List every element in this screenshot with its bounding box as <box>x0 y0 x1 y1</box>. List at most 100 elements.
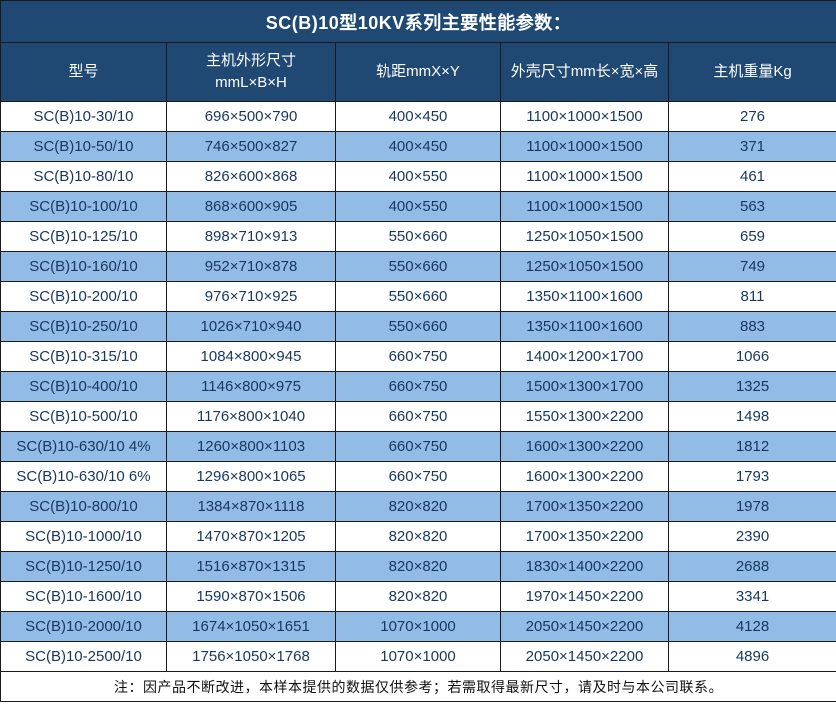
table-cell: 1978 <box>668 491 836 522</box>
table-cell: 1250×1050×1500 <box>500 251 669 282</box>
table-row: SC(B)10-315/10 1084×800×945 660×750 1400×12… <box>0 341 836 372</box>
table-row: SC(B)10-500/10 1176×800×1040 660×750 1550×1… <box>0 401 836 432</box>
table-row: SC(B)10-400/10 1146×800×975 660×750 1500×13… <box>0 371 836 402</box>
table-cell: SC(B)10-50/10 <box>0 131 167 162</box>
table-cell: 1400×1200×1700 <box>500 341 669 372</box>
table-cell: SC(B)10-1000/10 <box>0 521 167 552</box>
table-cell: 1793 <box>668 461 836 492</box>
table-cell: 660×750 <box>335 371 501 402</box>
page-title: SC(B)10型10KV系列主要性能参数： <box>0 0 836 43</box>
title-row: SC(B)10型10KV系列主要性能参数： <box>0 0 836 43</box>
table-cell: 1066 <box>668 341 836 372</box>
table-row: SC(B)10-50/10 746×500×827 400×450 1100×1000… <box>0 131 836 162</box>
table-cell: 2050×1450×2200 <box>500 611 669 642</box>
table-cell: 4896 <box>668 641 836 672</box>
table-cell: 952×710×878 <box>166 251 336 282</box>
table-cell: SC(B)10-1600/10 <box>0 581 167 612</box>
table-cell: 550×660 <box>335 221 501 252</box>
table-cell: 276 <box>668 101 836 132</box>
table-cell: 1590×870×1506 <box>166 581 336 612</box>
table-row: SC(B)10-1600/10 1590×870×1506 820×820 1970×… <box>0 581 836 612</box>
table-cell: SC(B)10-500/10 <box>0 401 167 432</box>
table-cell: 1350×1100×1600 <box>500 281 669 312</box>
table-cell: 1296×800×1065 <box>166 461 336 492</box>
table-cell: 4128 <box>668 611 836 642</box>
table-cell: 820×820 <box>335 521 501 552</box>
table-cell: 550×660 <box>335 281 501 312</box>
table-cell: 696×500×790 <box>166 101 336 132</box>
table-cell: SC(B)10-400/10 <box>0 371 167 402</box>
table-cell: 461 <box>668 161 836 192</box>
table-cell: 660×750 <box>335 431 501 462</box>
table-row: SC(B)10-2500/10 1756×1050×1768 1070×1000 20… <box>0 641 836 672</box>
table-row: SC(B)10-630/10 4% 1260×800×1103 660×750 160… <box>0 431 836 462</box>
table-cell: SC(B)10-200/10 <box>0 281 167 312</box>
table-cell: SC(B)10-250/10 <box>0 311 167 342</box>
table-cell: 550×660 <box>335 311 501 342</box>
table-cell: SC(B)10-125/10 <box>0 221 167 252</box>
table-row: SC(B)10-30/10 696×500×790 400×450 1100×1000… <box>0 101 836 132</box>
table-cell: 1325 <box>668 371 836 402</box>
table-cell: SC(B)10-30/10 <box>0 101 167 132</box>
table-cell: 746×500×827 <box>166 131 336 162</box>
table-cell: 2390 <box>668 521 836 552</box>
table-cell: 1146×800×975 <box>166 371 336 402</box>
table-cell: SC(B)10-160/10 <box>0 251 167 282</box>
table-cell: 1500×1300×1700 <box>500 371 669 402</box>
table-cell: 1084×800×945 <box>166 341 336 372</box>
table-cell: 400×550 <box>335 191 501 222</box>
table-cell: 371 <box>668 131 836 162</box>
table-cell: 3341 <box>668 581 836 612</box>
table-row: SC(B)10-1250/10 1516×870×1315 820×820 1830×… <box>0 551 836 582</box>
table-cell: 1176×800×1040 <box>166 401 336 432</box>
table-cell: 1100×1000×1500 <box>500 161 669 192</box>
table-cell: SC(B)10-2000/10 <box>0 611 167 642</box>
table-cell: SC(B)10-80/10 <box>0 161 167 192</box>
table-cell: 1830×1400×2200 <box>500 551 669 582</box>
table-cell: 2688 <box>668 551 836 582</box>
table-cell: 400×450 <box>335 101 501 132</box>
table-cell: 883 <box>668 311 836 342</box>
column-header-4: 外壳尺寸mm长×宽×高 <box>500 42 669 102</box>
table-row: SC(B)10-630/10 6% 1296×800×1065 660×750 160… <box>0 461 836 492</box>
footer-note: 注：因产品不断改进，本样本提供的数据仅供参考；若需取得最新尺寸，请及时与本公司联… <box>0 671 836 702</box>
table-cell: 811 <box>668 281 836 312</box>
table-body: SC(B)10-30/10 696×500×790 400×450 1100×1000… <box>0 101 836 672</box>
table-cell: 1260×800×1103 <box>166 431 336 462</box>
table-row: SC(B)10-125/10 898×710×913 550×660 1250×105… <box>0 221 836 252</box>
table-cell: 1384×870×1118 <box>166 491 336 522</box>
table-cell: 400×550 <box>335 161 501 192</box>
table-cell: 1756×1050×1768 <box>166 641 336 672</box>
table-row: SC(B)10-800/10 1384×870×1118 820×820 1700×1… <box>0 491 836 522</box>
table-row: SC(B)10-160/10 952×710×878 550×660 1250×105… <box>0 251 836 282</box>
column-header-3: 轨距mmX×Y <box>335 42 501 102</box>
table-cell: 1026×710×940 <box>166 311 336 342</box>
table-cell: 1812 <box>668 431 836 462</box>
table-cell: 660×750 <box>335 461 501 492</box>
table-cell: 400×450 <box>335 131 501 162</box>
table-row: SC(B)10-100/10 868×600×905 400×550 1100×100… <box>0 191 836 222</box>
table-cell: 868×600×905 <box>166 191 336 222</box>
table-cell: 1674×1050×1651 <box>166 611 336 642</box>
table-cell: 1498 <box>668 401 836 432</box>
table-cell: SC(B)10-1250/10 <box>0 551 167 582</box>
table-row: SC(B)10-80/10 826×600×868 400×550 1100×1000… <box>0 161 836 192</box>
table-cell: SC(B)10-630/10 4% <box>0 431 167 462</box>
table-row: SC(B)10-200/10 976×710×925 550×660 1350×110… <box>0 281 836 312</box>
table-cell: SC(B)10-630/10 6% <box>0 461 167 492</box>
table-cell: 1700×1350×2200 <box>500 491 669 522</box>
table-cell: SC(B)10-800/10 <box>0 491 167 522</box>
table-row: SC(B)10-2000/10 1674×1050×1651 1070×1000 20… <box>0 611 836 642</box>
table-cell: 563 <box>668 191 836 222</box>
table-cell: 1550×1300×2200 <box>500 401 669 432</box>
column-header-5: 主机重量Kg <box>668 42 836 102</box>
table-cell: SC(B)10-315/10 <box>0 341 167 372</box>
table-cell: 820×820 <box>335 581 501 612</box>
note-row: 注：因产品不断改进，本样本提供的数据仅供参考；若需取得最新尺寸，请及时与本公司联… <box>0 671 836 702</box>
table-cell: 976×710×925 <box>166 281 336 312</box>
table-cell: 1250×1050×1500 <box>500 221 669 252</box>
table-cell: 1700×1350×2200 <box>500 521 669 552</box>
table-cell: 550×660 <box>335 251 501 282</box>
